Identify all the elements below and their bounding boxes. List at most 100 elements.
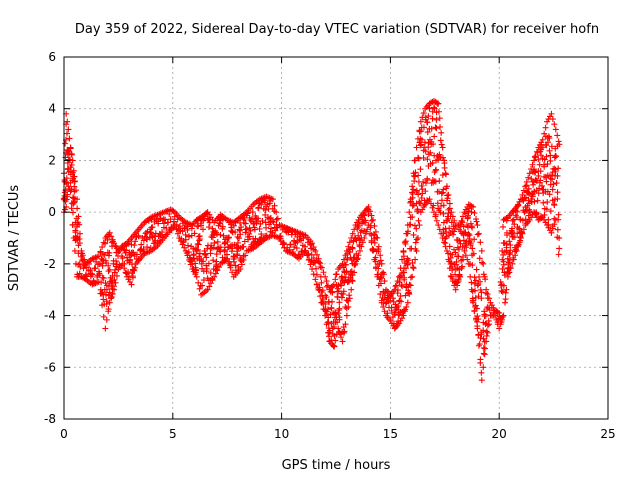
data-point — [520, 187, 527, 194]
chart-title: Day 359 of 2022, Sidereal Day-to-day VTE… — [75, 22, 599, 37]
data-point — [144, 244, 151, 251]
data-point — [67, 145, 74, 152]
data-point — [439, 144, 446, 151]
data-point — [398, 298, 405, 305]
data-point — [546, 191, 553, 198]
data-point — [425, 113, 432, 120]
data-point — [468, 279, 475, 286]
data-point — [553, 153, 560, 160]
data-point — [455, 253, 462, 260]
data-point — [462, 240, 469, 247]
data-point — [472, 302, 479, 309]
data-point — [434, 200, 441, 207]
data-point — [500, 312, 507, 319]
data-point — [416, 198, 423, 205]
data-point — [433, 116, 440, 123]
data-point — [479, 259, 486, 266]
data-point — [411, 157, 418, 164]
data-point — [341, 328, 348, 335]
data-point — [538, 152, 545, 159]
data-point — [68, 205, 75, 212]
data-point — [520, 226, 527, 233]
data-point — [464, 256, 471, 263]
data-point — [539, 136, 546, 143]
data-point — [108, 294, 115, 301]
data-point — [193, 267, 200, 274]
data-point — [548, 110, 555, 117]
y-tick-label: -8 — [44, 412, 56, 426]
data-point — [446, 205, 453, 212]
data-point — [313, 265, 320, 272]
data-point — [477, 239, 484, 246]
data-point — [486, 295, 493, 302]
data-point — [309, 240, 316, 247]
data-point — [449, 267, 456, 274]
data-point — [478, 377, 485, 384]
data-point — [481, 351, 488, 358]
data-point — [434, 100, 441, 107]
data-point — [234, 239, 241, 246]
data-point — [438, 141, 445, 148]
data-point — [409, 214, 416, 221]
data-point — [250, 220, 257, 227]
data-points — [60, 97, 563, 384]
data-point — [293, 245, 300, 252]
data-point — [449, 251, 456, 258]
data-point — [429, 108, 436, 115]
data-point — [196, 250, 203, 257]
data-point — [521, 195, 528, 202]
data-point — [325, 282, 332, 289]
data-point — [424, 156, 431, 163]
data-point — [546, 147, 553, 154]
data-point — [451, 228, 458, 235]
data-point — [420, 124, 427, 131]
data-point — [523, 194, 530, 201]
data-point — [80, 257, 87, 264]
data-point — [483, 338, 490, 345]
data-point — [485, 317, 492, 324]
data-point — [249, 209, 256, 216]
data-point — [501, 269, 508, 276]
data-point — [253, 219, 260, 226]
data-point — [301, 248, 308, 255]
data-point — [290, 249, 297, 256]
data-point — [403, 303, 410, 310]
data-point — [507, 264, 514, 271]
data-point — [96, 268, 103, 275]
data-point — [502, 299, 509, 306]
data-point — [506, 238, 513, 245]
data-point — [131, 267, 138, 274]
data-point — [410, 265, 417, 272]
data-point — [469, 224, 476, 231]
data-point — [121, 260, 128, 267]
data-point — [506, 251, 513, 258]
data-point — [442, 171, 449, 178]
data-point — [380, 271, 387, 278]
data-point — [417, 118, 424, 125]
data-point — [545, 139, 552, 146]
data-point — [354, 255, 361, 262]
data-point — [532, 169, 539, 176]
data-point — [461, 247, 468, 254]
data-point — [368, 217, 375, 224]
data-point — [256, 225, 263, 232]
data-point — [101, 251, 108, 258]
data-point — [262, 206, 269, 213]
data-point — [418, 141, 425, 148]
data-point — [517, 235, 524, 241]
data-point — [377, 280, 384, 287]
data-point — [226, 261, 233, 268]
data-point — [112, 266, 119, 273]
data-point — [400, 269, 407, 276]
data-point — [340, 288, 347, 295]
data-point — [62, 140, 69, 147]
data-point — [552, 126, 559, 133]
data-point — [407, 274, 414, 281]
data-point — [125, 240, 132, 247]
data-point — [470, 250, 477, 257]
data-point — [102, 325, 109, 332]
data-point — [182, 231, 189, 238]
data-point — [213, 231, 220, 238]
data-point — [69, 209, 76, 216]
data-point — [312, 276, 319, 283]
